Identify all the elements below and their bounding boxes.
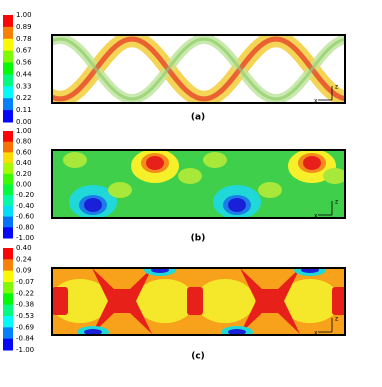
colorbar-label: -1.00 [16,234,34,242]
colorbar-label: -0.69 [16,323,34,331]
blob [84,198,102,212]
axis-label: z [335,84,338,91]
blob [84,329,102,335]
blob [323,168,345,184]
colorbar-label: 1.00 [16,11,32,19]
axis-label: x [314,213,318,220]
colorbar-label: 0.22 [16,94,32,102]
colorbar-label: -0.60 [16,213,34,221]
colorbar-cell [3,62,13,75]
blob [108,182,132,198]
colorbar-cell [3,110,13,123]
blob [301,268,319,273]
colorbar-cell [3,227,13,239]
blob [203,152,227,168]
colorbar-label: -0.07 [16,278,34,286]
colorbar-cell [3,74,13,87]
streak [52,36,345,102]
colorbar-label: -1.00 [16,346,34,354]
colorbar-label: 0.78 [16,35,32,43]
blob [135,279,195,323]
colorbar-cell [3,327,13,340]
colorbar-cell [3,86,13,99]
colorbar-label: -0.20 [16,191,34,199]
colorbar-cell [3,195,13,207]
colorbar-label: 0.33 [16,82,32,90]
frame-a [51,34,346,104]
colorbar-cell [3,173,13,185]
colorbar-label: 0.00 [16,118,32,126]
blob [92,268,152,334]
blob [228,329,246,335]
axis-label: x [314,330,318,337]
field-a [52,35,345,103]
colorbar-label: 0.24 [16,255,32,263]
colorbar-cell [3,248,13,260]
field-b [52,150,345,218]
colorbar-label: -0.80 [16,223,34,231]
colorbar-cell [3,141,13,153]
panel-label: (c) [191,352,205,362]
blob [151,268,169,273]
colorbar-label: -0.84 [16,335,35,343]
colorbar-cell [3,98,13,111]
frame-b [51,149,346,219]
blob [52,287,68,315]
colorbar-cell [3,131,13,143]
colorbar-label: 0.44 [16,70,32,78]
axis-label: z [335,316,338,323]
blob [146,156,164,170]
colorbar-cell [3,184,13,196]
blob [187,287,203,315]
colorbar-label: 0.40 [16,159,32,167]
colorbar-label: 0.60 [16,148,32,156]
colorbar-label: 0.40 [16,244,32,252]
colorbar-cell [3,293,13,306]
colorbar-cell [3,316,13,328]
panel-label: (b) [191,234,206,244]
colorbar-label: 0.80 [16,138,32,146]
field-c [52,268,345,335]
streak [52,37,345,101]
colorbar-cell [3,15,13,28]
axis-label: z [335,199,338,206]
colorbar-cell [3,216,13,228]
colorbar-cell [3,38,13,52]
colorbar-label: 1.00 [16,127,32,135]
blob [280,279,340,323]
colorbar-label: -0.38 [16,301,34,309]
colorbar-cell [3,163,13,175]
colorbar-cell [3,50,13,64]
blob [63,152,87,168]
colorbar-cell [3,282,13,294]
colorbar-cell [3,338,13,351]
blob [258,182,282,198]
colorbar-cell [3,205,13,218]
colorbar-cell [3,152,13,164]
frame-c [51,267,346,336]
blob [303,156,321,170]
colorbar-cell [3,304,13,317]
colorbar-label: -0.40 [16,202,34,210]
colorbar-label: -0.22 [16,289,34,297]
colorbar-label: 0.20 [16,170,32,178]
blob [332,287,345,315]
blob [178,168,202,184]
axis-label: x [314,98,318,105]
panel-label: (a) [191,113,205,123]
colorbar-label: 0.09 [16,267,32,275]
colorbar-cell [3,270,13,283]
blob [228,198,246,212]
colorbar-label: 0.00 [16,181,32,189]
colorbar-label: 0.89 [16,23,32,31]
colorbar-label: 0.67 [16,47,32,55]
colorbar-label: 0.11 [16,106,32,114]
blob [195,279,255,323]
colorbar-cell [3,259,13,272]
colorbar-label: 0.56 [16,59,32,67]
blob [240,268,300,334]
colorbar-cell [3,26,13,40]
colorbar-label: -0.53 [16,312,34,320]
